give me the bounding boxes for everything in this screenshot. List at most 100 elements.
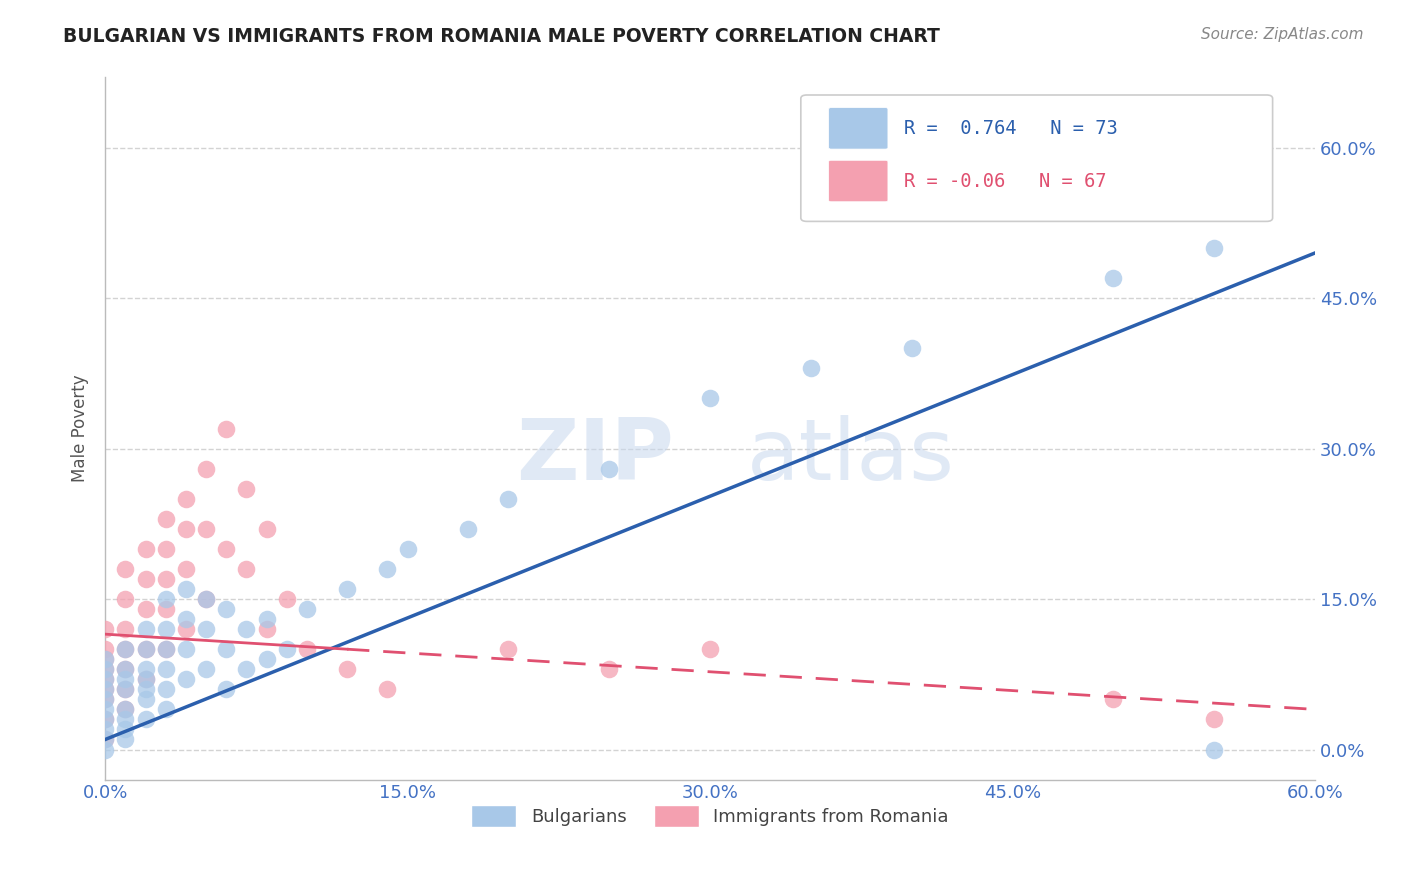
Point — [1204, 241, 1226, 255]
Point — [235, 562, 257, 576]
Point — [94, 673, 117, 687]
Point — [94, 642, 117, 657]
Point — [135, 682, 157, 697]
Point — [1102, 271, 1125, 285]
FancyBboxPatch shape — [828, 108, 889, 149]
Point — [114, 592, 136, 607]
FancyBboxPatch shape — [828, 161, 889, 202]
Point — [699, 392, 721, 406]
Point — [1204, 742, 1226, 756]
Point — [114, 642, 136, 657]
Point — [256, 522, 278, 536]
Text: atlas: atlas — [747, 415, 955, 498]
Point — [276, 642, 298, 657]
Point — [174, 642, 197, 657]
Point — [235, 662, 257, 676]
Point — [174, 673, 197, 687]
Point — [498, 642, 520, 657]
Point — [94, 723, 117, 737]
Point — [135, 662, 157, 676]
Point — [94, 702, 117, 716]
Point — [114, 642, 136, 657]
Point — [1204, 713, 1226, 727]
Point — [195, 622, 218, 636]
Point — [114, 662, 136, 676]
FancyBboxPatch shape — [801, 95, 1272, 221]
Point — [215, 642, 238, 657]
Point — [135, 713, 157, 727]
Point — [195, 522, 218, 536]
Point — [114, 682, 136, 697]
Point — [295, 642, 318, 657]
Point — [155, 622, 177, 636]
Point — [174, 522, 197, 536]
Point — [195, 662, 218, 676]
Point — [94, 732, 117, 747]
Point — [195, 592, 218, 607]
Point — [94, 732, 117, 747]
Point — [155, 702, 177, 716]
Text: R =  0.764   N = 73: R = 0.764 N = 73 — [904, 120, 1118, 138]
Point — [135, 673, 157, 687]
Point — [256, 612, 278, 626]
Point — [336, 582, 359, 596]
Point — [135, 541, 157, 556]
Point — [135, 642, 157, 657]
Point — [94, 622, 117, 636]
Point — [215, 682, 238, 697]
Point — [598, 461, 620, 475]
Point — [155, 512, 177, 526]
Text: Source: ZipAtlas.com: Source: ZipAtlas.com — [1201, 27, 1364, 42]
Point — [94, 713, 117, 727]
Point — [135, 572, 157, 586]
Point — [800, 361, 823, 376]
Point — [155, 642, 177, 657]
Point — [94, 692, 117, 706]
Point — [155, 602, 177, 616]
Point — [94, 662, 117, 676]
Point — [135, 673, 157, 687]
Point — [114, 622, 136, 636]
Point — [174, 612, 197, 626]
Point — [94, 662, 117, 676]
Point — [114, 673, 136, 687]
Point — [215, 602, 238, 616]
Point — [276, 592, 298, 607]
Point — [699, 642, 721, 657]
Point — [336, 662, 359, 676]
Point — [174, 491, 197, 506]
Point — [94, 682, 117, 697]
Point — [256, 652, 278, 666]
Point — [114, 732, 136, 747]
Point — [295, 602, 318, 616]
Point — [155, 662, 177, 676]
Point — [135, 692, 157, 706]
Point — [215, 541, 238, 556]
Point — [94, 692, 117, 706]
Point — [174, 582, 197, 596]
Point — [195, 592, 218, 607]
Point — [114, 723, 136, 737]
Point — [155, 682, 177, 697]
Point — [155, 541, 177, 556]
Point — [155, 642, 177, 657]
Point — [235, 622, 257, 636]
Point — [377, 682, 399, 697]
Point — [155, 592, 177, 607]
Point — [114, 662, 136, 676]
Point — [94, 652, 117, 666]
Text: ZIP: ZIP — [516, 415, 673, 498]
Point — [135, 602, 157, 616]
Point — [598, 662, 620, 676]
Point — [900, 341, 922, 355]
Point — [377, 562, 399, 576]
Point — [457, 522, 479, 536]
Point — [114, 562, 136, 576]
Point — [94, 742, 117, 756]
Point — [135, 642, 157, 657]
Point — [94, 682, 117, 697]
Point — [114, 682, 136, 697]
Point — [1102, 692, 1125, 706]
Legend: Bulgarians, Immigrants from Romania: Bulgarians, Immigrants from Romania — [464, 797, 956, 834]
Point — [114, 702, 136, 716]
